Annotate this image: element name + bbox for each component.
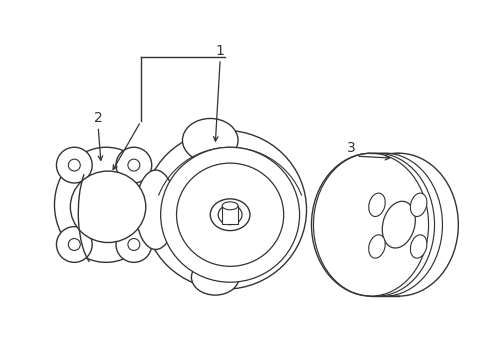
Bar bbox=[222, 206, 238, 224]
Ellipse shape bbox=[222, 202, 238, 210]
Ellipse shape bbox=[191, 260, 239, 295]
Ellipse shape bbox=[128, 239, 140, 251]
Ellipse shape bbox=[368, 235, 385, 258]
Ellipse shape bbox=[382, 201, 414, 248]
Ellipse shape bbox=[116, 147, 151, 183]
Text: 3: 3 bbox=[346, 141, 355, 155]
Ellipse shape bbox=[319, 153, 434, 296]
Ellipse shape bbox=[210, 199, 249, 231]
Ellipse shape bbox=[68, 239, 80, 251]
Ellipse shape bbox=[339, 153, 457, 296]
Text: 1: 1 bbox=[215, 44, 224, 58]
Ellipse shape bbox=[54, 147, 157, 262]
Ellipse shape bbox=[70, 171, 145, 243]
Ellipse shape bbox=[143, 130, 306, 289]
Ellipse shape bbox=[409, 235, 426, 258]
Ellipse shape bbox=[326, 153, 442, 296]
Ellipse shape bbox=[176, 163, 283, 266]
Ellipse shape bbox=[218, 205, 242, 225]
Ellipse shape bbox=[116, 227, 151, 262]
Ellipse shape bbox=[182, 118, 238, 162]
Ellipse shape bbox=[56, 147, 92, 183]
Ellipse shape bbox=[409, 193, 426, 216]
Text: 2: 2 bbox=[94, 112, 102, 126]
Ellipse shape bbox=[368, 193, 385, 216]
Ellipse shape bbox=[128, 159, 140, 171]
Ellipse shape bbox=[161, 147, 299, 282]
Ellipse shape bbox=[313, 153, 427, 296]
Ellipse shape bbox=[136, 170, 175, 249]
Ellipse shape bbox=[68, 159, 80, 171]
Ellipse shape bbox=[56, 227, 92, 262]
